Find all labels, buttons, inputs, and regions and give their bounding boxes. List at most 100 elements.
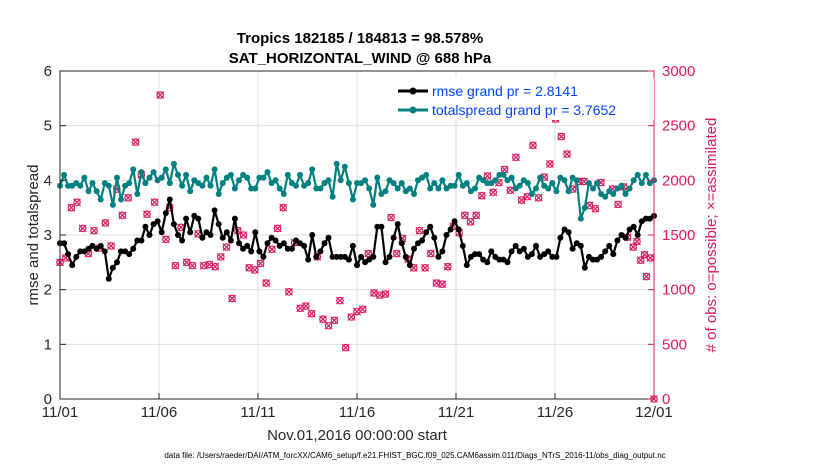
- obs-assimilated-marker: [262, 279, 271, 288]
- obs-assimilated-marker: [211, 262, 220, 271]
- obs-possible-marker: [324, 321, 333, 330]
- totalspread-point: [203, 174, 210, 181]
- obs-possible-marker: [461, 211, 469, 220]
- rmse-point: [634, 232, 641, 238]
- totalspread-point: [492, 177, 499, 184]
- obs-possible-marker: [534, 194, 543, 202]
- rmse-point: [175, 232, 181, 238]
- obs-point: [633, 237, 641, 246]
- totalspread-point: [362, 177, 369, 184]
- obs-point: [131, 138, 140, 146]
- x-axis: 11/01 11/06 11/11 11/16 11/21 11/26 12/01: [42, 393, 673, 421]
- rmse-point: [280, 240, 287, 247]
- rmse-point: [158, 229, 165, 236]
- obs-possible-marker: [302, 302, 310, 310]
- totalspread-point: [382, 188, 389, 195]
- totalspread-point: [349, 196, 356, 203]
- rmse-point: [398, 240, 405, 247]
- rmse-point: [406, 262, 413, 269]
- obs-point: [392, 249, 401, 258]
- obs-point: [472, 211, 481, 220]
- totalspread-point: [81, 174, 88, 181]
- y-axis-left: 0 1 2 3 4 5 6: [44, 63, 66, 408]
- totalspread-point: [244, 174, 251, 181]
- totalspread-point: [61, 171, 68, 178]
- obs-point: [273, 224, 282, 233]
- obs-point: [150, 198, 159, 207]
- rmse-point: [187, 229, 194, 236]
- rmse-point: [244, 242, 251, 249]
- obs-possible-marker: [347, 313, 356, 321]
- obs-possible-marker: [642, 272, 651, 281]
- rmse-point: [553, 253, 560, 260]
- obs-point: [171, 261, 180, 270]
- obs-assimilated-marker: [267, 245, 276, 254]
- rmse-point: [496, 256, 503, 263]
- rmse-point: [329, 253, 336, 260]
- obs-assimilated-marker: [107, 242, 116, 250]
- rmse-point: [443, 232, 450, 238]
- obs-possible-marker: [387, 213, 395, 222]
- rmse-point: [610, 251, 617, 258]
- totalspread-point: [618, 182, 625, 189]
- obs-assimilated-marker: [633, 237, 641, 246]
- y-right-tick-label: 1500: [662, 227, 695, 244]
- obs-possible-marker: [162, 235, 170, 244]
- rmse-point: [614, 237, 621, 244]
- totalspread-point: [118, 196, 124, 203]
- rmse-point: [581, 264, 588, 271]
- totalspread-point: [134, 191, 141, 197]
- totalspread-point: [317, 185, 324, 192]
- totalspread-point: [500, 171, 507, 178]
- obs-assimilated-marker: [188, 261, 197, 270]
- totalspread-point: [590, 185, 596, 192]
- obs-assimilated-marker: [273, 224, 282, 233]
- obs-possible-marker: [107, 242, 115, 250]
- totalspread-point: [89, 180, 96, 187]
- totalspread-point: [114, 174, 120, 181]
- rmse-point: [325, 234, 332, 241]
- totalspread-point: [577, 215, 584, 222]
- obs-possible-marker: [216, 253, 225, 261]
- obs-point: [477, 191, 486, 200]
- obs-assimilated-marker: [646, 254, 655, 262]
- obs-assimilated-marker: [358, 305, 367, 314]
- obs-possible-marker: [438, 280, 446, 289]
- obs-possible-marker: [381, 290, 390, 298]
- obs-possible-marker: [307, 309, 316, 318]
- obs-possible-marker: [591, 204, 600, 213]
- totalspread-point: [638, 180, 645, 187]
- totalspread-point: [610, 191, 617, 197]
- obs-assimilated-marker: [546, 160, 554, 168]
- obs-assimilated-marker: [460, 211, 469, 220]
- obs-point: [529, 141, 537, 150]
- rmse-point: [69, 262, 76, 269]
- rmse-point: [309, 232, 316, 238]
- obs-possible-marker: [279, 203, 288, 212]
- rmse-point: [215, 221, 222, 228]
- obs-possible-marker: [124, 194, 132, 202]
- obs-point: [262, 279, 271, 288]
- obs-possible-marker: [546, 160, 554, 168]
- legend: rmse grand pr = 2.8141 totalspread grand…: [394, 78, 654, 120]
- y-axis-right-label: # of obs: o=possible; ×=assimilated: [703, 118, 720, 353]
- obs-point: [421, 263, 430, 272]
- totalspread-point: [354, 180, 360, 187]
- rmse-point: [272, 237, 279, 244]
- obs-point: [90, 226, 98, 235]
- rmse-point: [260, 253, 267, 260]
- rmse-point: [134, 237, 141, 244]
- rmse-point: [447, 226, 454, 233]
- obs-point: [387, 213, 395, 222]
- obs-assimilated-marker: [143, 210, 151, 219]
- obs-assimilated-marker: [78, 224, 87, 233]
- rmse-point: [231, 215, 238, 222]
- totalspread-point: [370, 201, 377, 208]
- rmse-point: [569, 245, 576, 252]
- rmse-point: [77, 248, 84, 255]
- obs-point: [443, 262, 452, 271]
- obs-assimilated-marker: [438, 280, 447, 289]
- totalspread-point: [207, 182, 214, 189]
- obs-point: [279, 203, 288, 212]
- rmse-point: [105, 275, 112, 282]
